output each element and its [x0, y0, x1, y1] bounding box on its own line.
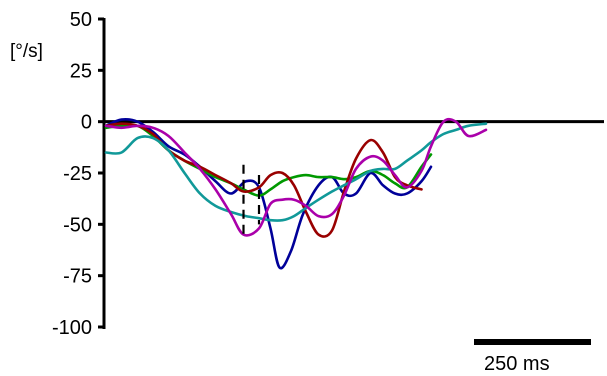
y-tick-label: -75	[63, 266, 92, 288]
y-axis-unit-label: [°/s]	[10, 41, 43, 62]
scale-bar-label: 250 ms	[484, 353, 550, 375]
series-line-5	[104, 117, 488, 237]
series-line-4	[104, 122, 488, 222]
series-lines	[104, 117, 488, 270]
y-tick-label: 25	[70, 60, 92, 82]
series-line-1	[104, 118, 433, 270]
y-tick-label: -100	[52, 317, 92, 339]
y-tick-label: -25	[63, 163, 92, 185]
dashed-markers	[242, 164, 261, 235]
y-tick-label: 0	[81, 112, 92, 134]
y-tick-label: 50	[70, 9, 92, 31]
scale-bar: 250 ms	[474, 339, 591, 375]
y-tick-label: -50	[63, 214, 92, 236]
y-axis: 50 25 0 -25 -50 -75 -100	[52, 9, 604, 339]
